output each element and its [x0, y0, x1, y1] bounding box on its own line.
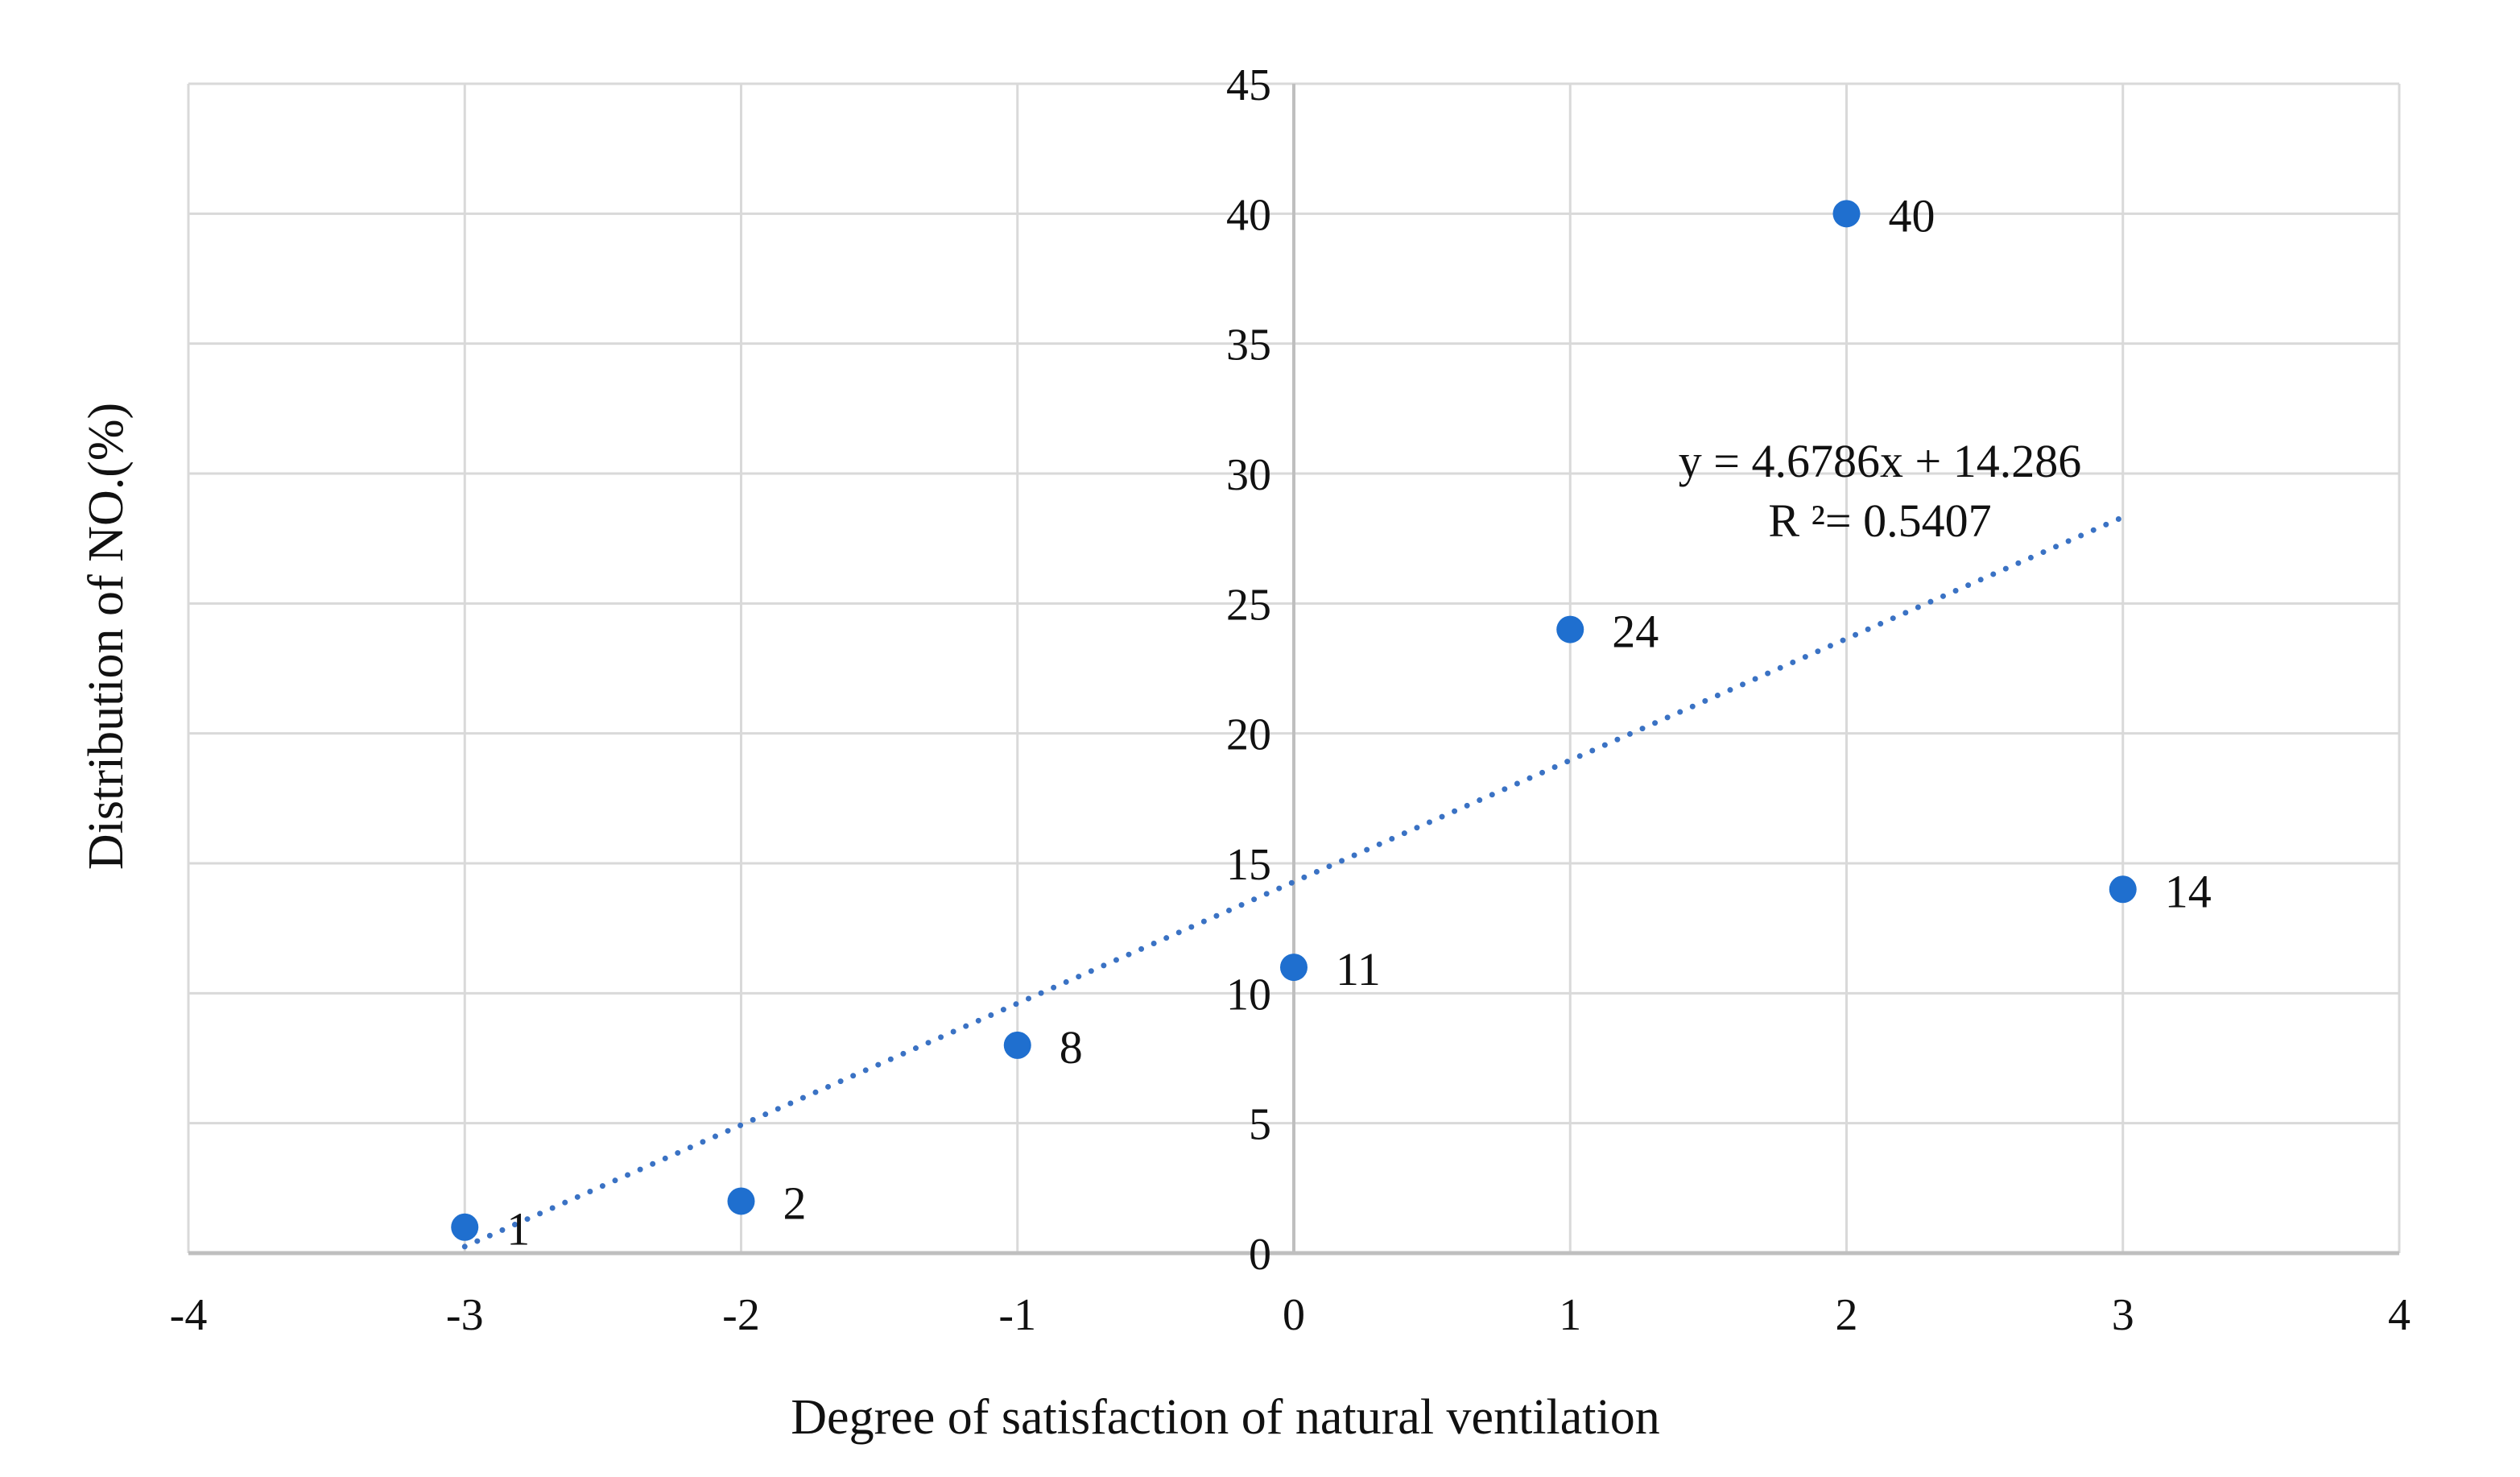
data-label: 8	[1060, 1021, 1083, 1074]
y-tick-label: 25	[1226, 580, 1271, 630]
data-point	[1832, 200, 1861, 228]
x-axis-label: Degree of satisfaction of natural ventil…	[791, 1390, 1659, 1445]
x-tick-label: -4	[170, 1290, 208, 1340]
data-label: 40	[1889, 189, 1935, 242]
y-axis-label: Distribution of NO.(%)	[79, 403, 134, 870]
x-tick-label: 3	[2112, 1290, 2134, 1340]
y-tick-label: 10	[1226, 970, 1271, 1020]
x-tick-label: -3	[446, 1290, 484, 1340]
axes	[188, 84, 2399, 1256]
data-label: 14	[2165, 865, 2212, 917]
data-point	[1556, 615, 1584, 643]
data-point	[727, 1187, 755, 1215]
data-point	[2109, 875, 2137, 904]
x-tick-label: 1	[1559, 1290, 1581, 1340]
y-tick-label: 0	[1249, 1230, 1271, 1280]
y-tick-label: 5	[1249, 1100, 1271, 1150]
x-tick-label: 4	[2388, 1290, 2411, 1340]
trendline-path	[461, 514, 2126, 1250]
x-tick-label: 2	[1836, 1290, 1858, 1340]
y-tick-label: 15	[1226, 840, 1271, 890]
data-label: 1	[506, 1203, 530, 1256]
data-points: 1 2 8 11 24 40 14	[451, 189, 2212, 1256]
data-label: 24	[1612, 606, 1659, 658]
trendline-equation: y = 4.6786x + 14.286	[1679, 435, 2081, 487]
y-tick-label: 40	[1226, 190, 1271, 240]
y-tick-label: 30	[1226, 450, 1271, 500]
y-tick-label: 20	[1226, 710, 1271, 760]
y-tick-label: 45	[1226, 60, 1271, 110]
data-label: 2	[783, 1177, 807, 1229]
data-point	[1280, 954, 1308, 982]
trendline-r2: R ²= 0.5407	[1768, 494, 1991, 547]
data-point	[1003, 1031, 1031, 1059]
y-tick-label: 35	[1226, 321, 1271, 370]
trendline	[461, 514, 2126, 1250]
x-tick-label: -2	[722, 1290, 760, 1340]
x-tick-label: -1	[998, 1290, 1036, 1340]
x-tick-label: 0	[1283, 1290, 1305, 1340]
data-point	[451, 1213, 479, 1241]
data-label: 11	[1336, 943, 1381, 995]
